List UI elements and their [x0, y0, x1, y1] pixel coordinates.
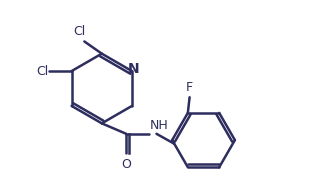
Text: N: N — [128, 62, 139, 76]
Text: F: F — [186, 81, 193, 94]
Text: Cl: Cl — [73, 25, 85, 38]
Text: Cl: Cl — [36, 65, 48, 78]
Text: O: O — [121, 158, 131, 171]
Text: NH: NH — [149, 119, 168, 132]
